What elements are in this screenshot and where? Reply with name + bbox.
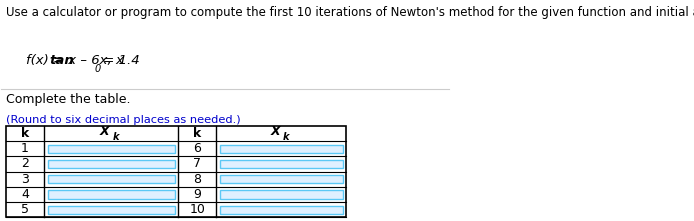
Text: 0: 0: [94, 64, 101, 74]
Bar: [220, 175, 343, 183]
Bar: [47, 145, 175, 153]
Text: 8: 8: [194, 173, 201, 186]
Bar: [220, 160, 343, 168]
Bar: [6, 126, 346, 217]
Bar: [47, 160, 175, 168]
Text: (Round to six decimal places as needed.): (Round to six decimal places as needed.): [6, 115, 241, 125]
Text: x – 6x, x: x – 6x, x: [64, 54, 124, 67]
Text: = 1.4: = 1.4: [99, 54, 139, 67]
Text: Use a calculator or program to compute the first 10 iterations of Newton's metho: Use a calculator or program to compute t…: [6, 6, 694, 19]
Bar: [220, 145, 343, 153]
Bar: [47, 175, 175, 183]
Text: 9: 9: [194, 188, 201, 201]
Text: 1: 1: [21, 142, 29, 155]
Text: 7: 7: [194, 158, 201, 170]
Text: 6: 6: [194, 142, 201, 155]
Text: 5: 5: [21, 203, 29, 216]
Text: 10: 10: [189, 203, 205, 216]
Text: Complete the table.: Complete the table.: [6, 93, 130, 106]
Bar: [220, 190, 343, 199]
Text: 2: 2: [21, 158, 29, 170]
Text: 4: 4: [21, 188, 29, 201]
Text: f(x) =: f(x) =: [26, 54, 69, 67]
Text: k: k: [282, 132, 289, 142]
Bar: [220, 206, 343, 214]
Bar: [47, 190, 175, 199]
Text: X: X: [270, 125, 280, 138]
Text: k: k: [112, 132, 119, 142]
Text: k: k: [21, 127, 29, 140]
Text: tan: tan: [49, 54, 74, 67]
Text: 3: 3: [21, 173, 29, 186]
Text: X: X: [100, 125, 110, 138]
Bar: [47, 206, 175, 214]
Text: k: k: [193, 127, 201, 140]
